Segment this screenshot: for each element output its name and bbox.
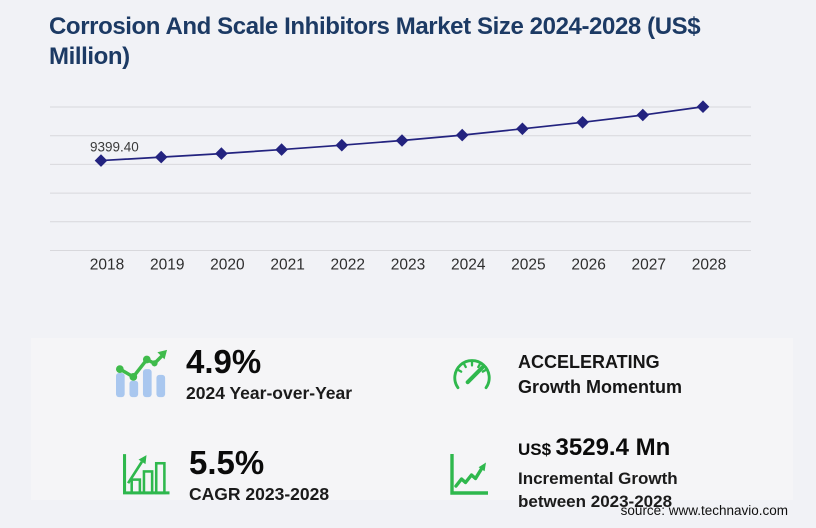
momentum-line1: ACCELERATING [518,352,660,372]
x-axis-label-2021: 2021 [270,257,304,274]
cagr-value: 5.5% [189,443,265,481]
incremental-label-line1: Incremental Growth [518,469,678,488]
stats-panel [31,338,793,500]
incremental-value: 3529.4 Mn [555,434,671,461]
x-axis-label-2019: 2019 [150,257,184,274]
momentum-line2: Growth Momentum [518,377,682,397]
stat-text: US$ 3529.4 Mn Incremental Growth between… [518,435,678,513]
first-point-value-label: 9399.40 [90,140,139,155]
stat-incremental-growth: US$ 3529.4 Mn Incremental Growth between… [448,435,678,513]
data-point-2023 [395,134,409,147]
data-point-2019 [154,150,168,164]
data-point-2027 [636,108,650,122]
x-axis-label-2020: 2020 [210,257,245,274]
page-title: Corrosion And Scale Inhibitors Market Si… [49,13,701,70]
x-axis-label-2024: 2024 [451,257,486,274]
stat-yoy-growth: 4.9% 2024 Year-over-Year [113,340,352,406]
stat-text: 4.9% 2024 Year-over-Year [186,343,352,404]
yoy-label: 2024 Year-over-Year [186,382,353,403]
data-point-2028 [696,100,710,113]
market-size-line-chart: 2018 2019 2020 2021 2022 2023 2024 2025 2026 2027… [50,100,751,274]
data-point-2025 [516,122,529,136]
incremental-value-row: US$ 3529.4 Mn [518,435,678,464]
stat-text: ACCELERATING Growth Momentum [518,350,682,400]
gauge-icon [453,359,491,390]
stat-text: 5.5% CAGR 2023-2028 [189,444,329,505]
data-point-2020 [215,147,228,160]
stat-cagr: 5.5% CAGR 2023-2028 [120,444,329,504]
bar-trend-icon [116,349,168,398]
stat-growth-momentum: ACCELERATING Growth Momentum [450,349,682,401]
data-point-2021 [275,143,288,156]
x-axis-label-2027: 2027 [632,257,666,274]
line-chart-axis-icon [450,454,488,495]
incremental-label-line2: between 2023-2028 [518,492,673,511]
market-size-line [100,105,704,162]
source-attribution: source: www.technavio.com [620,503,788,518]
x-axis-label-2018: 2018 [90,257,124,274]
data-point-2018 [94,154,108,167]
cagr-label: CAGR 2023-2028 [189,483,330,504]
x-axis-label-2025: 2025 [511,257,545,274]
data-point-2022 [335,138,349,152]
data-point-2026 [576,116,589,129]
x-axis-label-2022: 2022 [331,257,365,274]
x-axis-label-2026: 2026 [571,257,605,274]
growth-bars-icon [123,453,170,494]
data-point-2024 [455,128,469,142]
incremental-currency: US$ [518,440,552,459]
yoy-value: 4.9% [186,342,262,380]
x-axis-label-2023: 2023 [391,257,425,274]
x-axis-label-2028: 2028 [692,257,726,274]
